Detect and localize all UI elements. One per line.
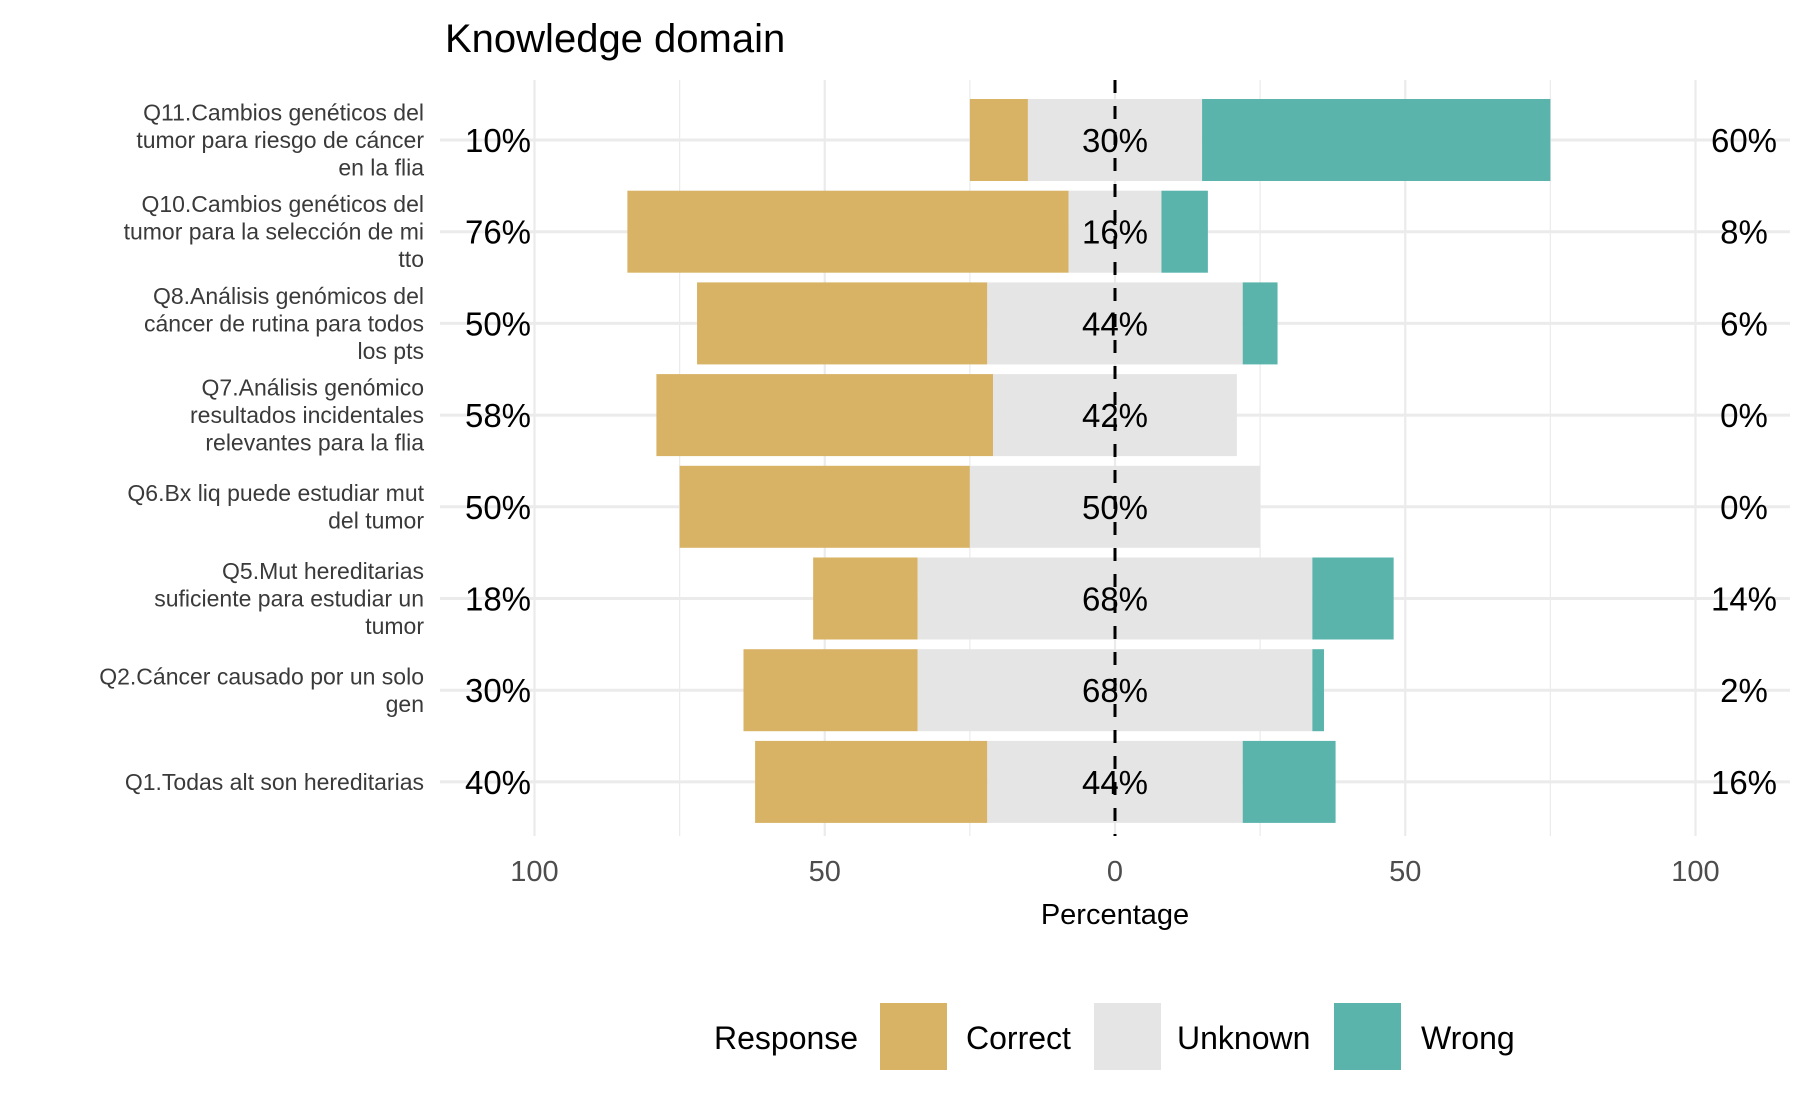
category-label-line: tto [398, 246, 424, 272]
bar-correct [743, 649, 918, 732]
category-label-line: del tumor [328, 508, 424, 534]
category-label-line: Q1.Todas alt son hereditarias [125, 769, 424, 795]
legend-label-unknown: Unknown [1177, 1020, 1310, 1056]
bar-correct [697, 282, 988, 365]
category-label: Q2.Cáncer causado por un solo gen [99, 663, 424, 717]
category-label-line: resultados incidentales [190, 402, 424, 428]
category-label-line: relevantes para la flia [205, 430, 424, 456]
label-wrong: 6% [1720, 305, 1768, 342]
category-label: Q1.Todas alt son hereditarias [125, 769, 424, 795]
category-label-line: Q10.Cambios genéticos del [141, 191, 424, 217]
category-label-line: tumor [365, 613, 424, 639]
bar-unknown [1068, 190, 1162, 273]
bar-wrong [1242, 740, 1336, 823]
bar-unknown [993, 374, 1237, 457]
legend: Response Correct Unknown Wrong [714, 1003, 1515, 1070]
category-label: Q5.Mut hereditarias suficiente para estud… [154, 558, 424, 639]
category-label: Q6.Bx liq puede estudiar mut del tumor [127, 480, 424, 534]
label-unknown: 16% [1082, 214, 1148, 251]
bar-wrong [1312, 557, 1394, 640]
label-unknown: 68% [1082, 672, 1148, 709]
legend-swatch-wrong [1334, 1003, 1401, 1070]
label-unknown: 50% [1082, 489, 1148, 526]
category-label-line: Q11.Cambios genéticos del [143, 100, 424, 126]
bar-wrong [1312, 649, 1324, 732]
label-correct: 10% [465, 122, 531, 159]
category-label-line: tumor para la selección de mi [124, 219, 424, 245]
legend-title: Response [714, 1020, 858, 1056]
label-correct: 50% [465, 305, 531, 342]
category-label-line: Q5.Mut hereditarias [222, 558, 424, 584]
label-correct: 50% [465, 489, 531, 526]
label-correct: 30% [465, 672, 531, 709]
bar-correct [679, 465, 970, 548]
label-unknown: 44% [1082, 305, 1148, 342]
x-tick-label: 100 [1671, 856, 1719, 888]
category-label-line: los pts [358, 338, 424, 364]
bar-correct [813, 557, 918, 640]
bar-wrong [1161, 190, 1208, 273]
category-label: Q7.Análisis genómico resultados incidenta… [190, 375, 424, 456]
label-unknown: 68% [1082, 581, 1148, 618]
label-unknown: 30% [1082, 122, 1148, 159]
bar-correct [969, 99, 1028, 181]
chart-title: Knowledge domain [445, 17, 785, 61]
category-label-line: gen [386, 691, 424, 717]
bar-wrong [1202, 99, 1551, 181]
x-tick-label: 0 [1107, 856, 1123, 888]
bar-correct [755, 740, 988, 823]
x-tick-label: 100 [510, 856, 558, 888]
category-label: Q8.Análisis genómicos del cáncer de rutin… [144, 283, 424, 364]
x-tick-label: 50 [1389, 856, 1421, 888]
bar-unknown [917, 557, 1313, 640]
category-label: Q10.Cambios genéticos del tumor para la s… [124, 191, 424, 272]
x-axis-ticks: 100 50 0 50 100 [510, 856, 1719, 888]
legend-swatch-unknown [1094, 1003, 1161, 1070]
bar-correct [627, 190, 1069, 273]
bar-correct [656, 374, 994, 457]
category-label: Q11.Cambios genéticos del tumor para ries… [136, 100, 424, 181]
category-label-line: cáncer de rutina para todos [144, 310, 424, 336]
label-unknown: 44% [1082, 764, 1148, 801]
category-label-line: en la flia [338, 155, 424, 181]
category-label-line: tumor para riesgo de cáncer [136, 127, 424, 153]
label-correct: 76% [465, 214, 531, 251]
label-wrong: 2% [1720, 672, 1768, 709]
label-wrong: 0% [1720, 397, 1768, 434]
x-tick-label: 50 [809, 856, 841, 888]
category-label-line: Q6.Bx liq puede estudiar mut [127, 480, 424, 506]
category-labels: Q11.Cambios genéticos del tumor para ries… [99, 100, 424, 795]
label-wrong: 14% [1711, 581, 1777, 618]
bars [627, 99, 1551, 823]
label-wrong: 16% [1711, 764, 1777, 801]
label-correct: 18% [465, 581, 531, 618]
x-axis-title: Percentage [1041, 899, 1189, 931]
legend-swatch-correct [880, 1003, 947, 1070]
category-label-line: Q2.Cáncer causado por un solo [99, 663, 424, 689]
label-correct: 58% [465, 397, 531, 434]
label-unknown: 42% [1082, 397, 1148, 434]
bar-wrong [1242, 282, 1278, 365]
category-label-line: suficiente para estudiar un [154, 586, 424, 612]
category-label-line: Q8.Análisis genómicos del [153, 283, 424, 309]
label-wrong: 8% [1720, 214, 1768, 251]
label-wrong: 60% [1711, 122, 1777, 159]
label-wrong: 0% [1720, 489, 1768, 526]
value-labels: 10% 30% 60% 76% 16% 8% 50% 44% 6% 58% 42% 0% 50% 50% 0… [465, 122, 1777, 801]
legend-label-wrong: Wrong [1421, 1020, 1515, 1056]
legend-label-correct: Correct [966, 1020, 1071, 1056]
category-label-line: Q7.Análisis genómico [202, 375, 424, 401]
label-correct: 40% [465, 764, 531, 801]
